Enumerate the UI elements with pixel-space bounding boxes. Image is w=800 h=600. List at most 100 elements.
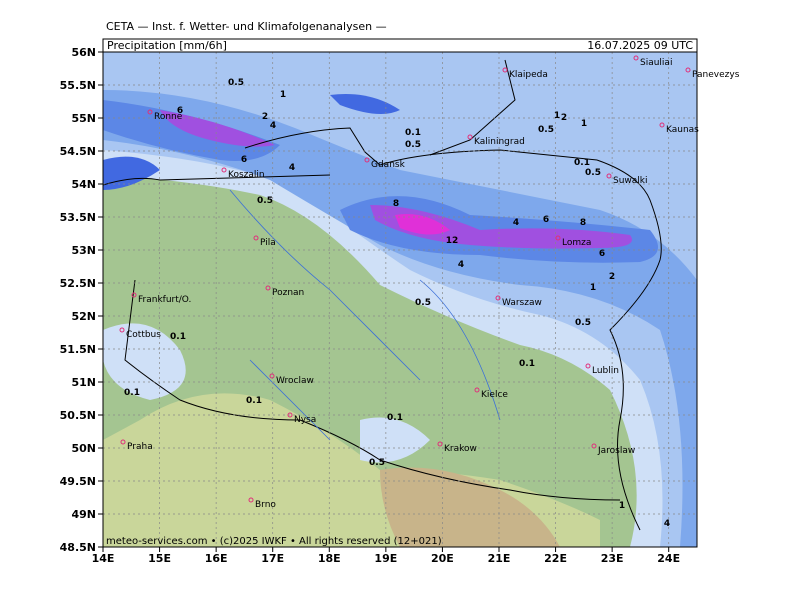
source-header: CETA — Inst. f. Wetter- und Klimafolgena… [106, 20, 387, 33]
map-fields [103, 52, 697, 547]
contour-label: 1 [590, 283, 596, 293]
lon-label: 22E [544, 552, 567, 565]
lat-label: 51N [71, 376, 96, 389]
lon-label: 24E [657, 552, 680, 565]
city-marker [253, 235, 259, 241]
coastline [103, 174, 331, 186]
city-label: Panevezys [692, 70, 740, 80]
contour-label: 2 [609, 272, 615, 282]
city-label: Kielce [481, 390, 508, 400]
contour-label: 0.5 [369, 458, 385, 468]
lon-label: 15E [148, 552, 171, 565]
contour-label: 0.1 [519, 359, 535, 369]
border [429, 59, 516, 156]
contour-label: 0.5 [415, 298, 431, 308]
city-label: Praha [127, 442, 153, 452]
contour-label: 4 [270, 121, 276, 131]
lat-label: 53.5N [60, 211, 96, 224]
contour-label: 6 [177, 106, 183, 116]
contour-label: 0.1 [387, 413, 403, 423]
lon-label: 23E [601, 552, 624, 565]
city-marker [119, 327, 125, 333]
precip-0.1 [103, 323, 186, 400]
contour-label: 0.1 [405, 128, 421, 138]
city-marker [269, 373, 275, 379]
precip-8 [330, 94, 400, 114]
lat-label: 52.5N [60, 277, 96, 290]
contour-label: 0.5 [228, 78, 244, 88]
city-label: Ronne [154, 112, 183, 122]
footer: meteo-services.com • (c)2025 IWKF • All … [106, 536, 442, 547]
precip-8 [160, 110, 275, 147]
city-label: Brno [255, 500, 276, 510]
lat-label: 52N [71, 310, 96, 323]
lat-label: 50N [71, 442, 96, 455]
contour-label: 0.5 [585, 168, 601, 178]
lat-label: 48.5N [60, 541, 96, 554]
city-label: Nysa [294, 415, 316, 425]
lon-label: 20E [431, 552, 454, 565]
contour-label: 1 [581, 119, 587, 129]
contour-label: 0.1 [246, 396, 262, 406]
contour-label: 0.5 [538, 125, 554, 135]
contour-label: 4 [458, 260, 464, 270]
city-marker [633, 55, 639, 61]
city-label: Cottbus [126, 330, 161, 340]
contour-label: 1 [554, 111, 560, 121]
city-marker [495, 295, 501, 301]
title-bar [102, 38, 698, 53]
precip-8 [370, 205, 632, 249]
city-label: Siauliai [640, 58, 672, 68]
city-marker [474, 387, 480, 393]
precip-0.5 [103, 52, 697, 547]
lat-label: 54.5N [60, 145, 96, 158]
city-marker [437, 441, 443, 447]
lon-label: 18E [318, 552, 341, 565]
city-label: Gdansk [371, 160, 406, 170]
contour-label: 0.1 [170, 332, 186, 342]
contour-label: 2 [561, 113, 567, 123]
contour-label: 6 [543, 215, 549, 225]
city-label: Frankfurt/O. [138, 295, 191, 305]
contour-label: 0.5 [257, 196, 273, 206]
city-marker [591, 443, 597, 449]
map-title: Precipitation [mm/6h] [107, 39, 227, 52]
lat-label: 50.5N [60, 409, 96, 422]
contour-label: 6 [241, 155, 247, 165]
graticule [98, 51, 697, 552]
river [229, 189, 501, 441]
contour-label: 4 [513, 218, 519, 228]
lon-label: 16E [205, 552, 228, 565]
precip-0.1 [360, 417, 430, 463]
city-label: Krakow [444, 444, 477, 454]
city-marker [120, 439, 126, 445]
contour-label: 12 [446, 236, 459, 246]
lat-label: 55.5N [60, 79, 96, 92]
contour-label: 4 [289, 163, 295, 173]
contour-label: 4 [664, 519, 670, 529]
city-marker [147, 109, 153, 115]
city-marker [502, 67, 508, 73]
contour-label: 0.5 [575, 318, 591, 328]
contour-label: 6 [599, 249, 605, 259]
city-label: Poznan [272, 288, 304, 298]
city-marker [585, 363, 591, 369]
contour-label: 2 [262, 112, 268, 122]
contour-label: 8 [393, 199, 399, 209]
city-marker [685, 67, 691, 73]
lat-label: 55N [71, 112, 96, 125]
contour-label: 0.1 [124, 388, 140, 398]
contour-label: 8 [580, 218, 586, 228]
city-marker [265, 285, 271, 291]
city-label: Klaipeda [509, 70, 548, 80]
contour-label: 1 [280, 90, 286, 100]
mountains [380, 467, 560, 547]
lon-label: 19E [374, 552, 397, 565]
city-label: Lublin [592, 366, 619, 376]
city-label: Suwalki [613, 176, 648, 186]
city-marker [555, 235, 561, 241]
city-marker [606, 173, 612, 179]
lat-label: 56N [71, 46, 96, 59]
lon-label: 21E [488, 552, 511, 565]
city-marker [248, 497, 254, 503]
